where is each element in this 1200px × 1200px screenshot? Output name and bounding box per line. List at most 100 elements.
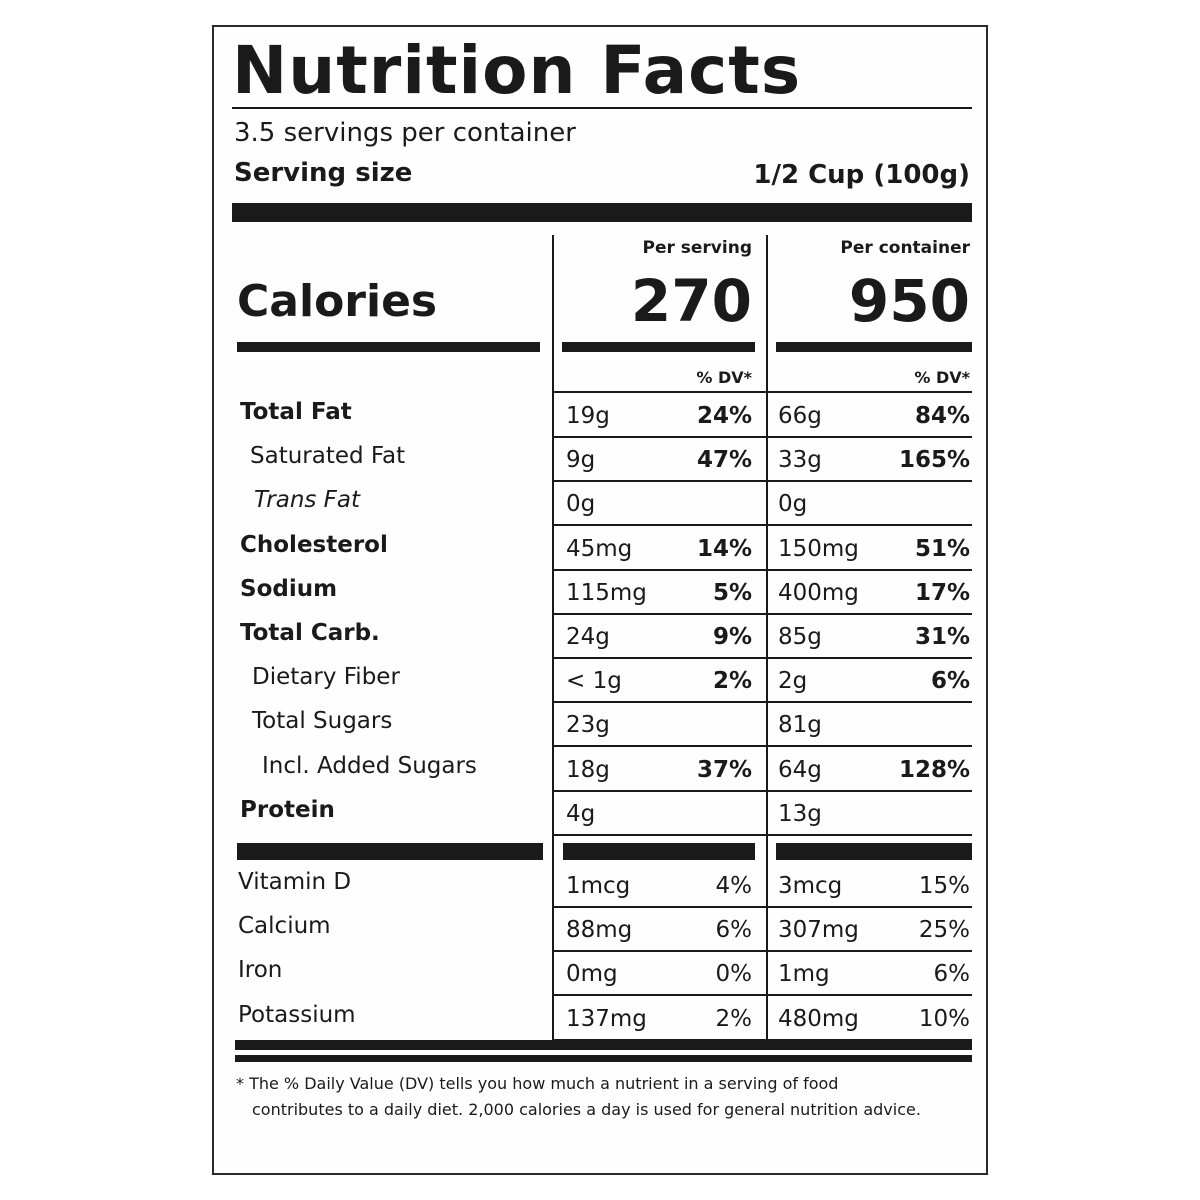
footnote: * The % Daily Value (DV) tells you how m… xyxy=(236,1074,839,1093)
amount: 0g xyxy=(778,491,808,518)
nutrient-name: Iron xyxy=(238,957,283,984)
column-header: Per container xyxy=(840,238,970,258)
amount: 0g xyxy=(566,491,596,518)
daily-value: 31% xyxy=(914,624,970,650)
column-divider xyxy=(766,235,768,1040)
column-header: Per serving xyxy=(642,238,752,258)
daily-value: 51% xyxy=(914,535,970,562)
nutrient-name: Total Sugars xyxy=(252,708,393,735)
nutrient-name: Cholesterol xyxy=(240,531,388,558)
amount: 66g xyxy=(778,403,822,429)
calories-value: 270 xyxy=(630,267,752,335)
daily-value: 24% xyxy=(696,403,752,429)
rule xyxy=(553,833,972,836)
nutrient-name: Saturated Fat xyxy=(250,443,406,470)
daily-value: 25% xyxy=(918,917,970,944)
rule xyxy=(553,480,972,483)
rule xyxy=(553,1038,972,1041)
rule xyxy=(553,391,972,393)
rule xyxy=(553,789,972,792)
thick-bar xyxy=(563,843,755,860)
daily-value: 6% xyxy=(715,917,753,944)
amount: 9g xyxy=(566,447,596,474)
daily-value: 2% xyxy=(712,668,752,695)
amount: 88mg xyxy=(566,917,633,944)
amount: 24g xyxy=(566,624,610,650)
amount: 307mg xyxy=(778,917,859,944)
thick-bar xyxy=(237,342,540,352)
dv-header: % DV* xyxy=(696,368,752,387)
daily-value: 9% xyxy=(712,624,752,650)
daily-value: 6% xyxy=(930,668,970,695)
nutrient-name: Total Fat xyxy=(240,399,352,425)
nutrient-name: Calcium xyxy=(238,913,331,940)
rule xyxy=(553,524,972,527)
thick-bar xyxy=(562,342,755,352)
thick-bar xyxy=(235,1040,972,1050)
daily-value: 4% xyxy=(715,873,753,899)
amount: 480mg xyxy=(778,1005,859,1032)
daily-value: 84% xyxy=(914,403,970,429)
title: Nutrition Facts xyxy=(232,32,802,109)
rule xyxy=(553,994,972,997)
daily-value: 15% xyxy=(918,873,970,899)
amount: 0mg xyxy=(566,961,618,988)
amount: 3mcg xyxy=(778,873,843,899)
amount: 115mg xyxy=(566,579,647,606)
amount: 19g xyxy=(566,403,610,429)
serving-size-value: 1/2 Cup (100g) xyxy=(753,160,970,190)
nutrient-name: Trans Fat xyxy=(254,487,361,514)
column-divider xyxy=(552,235,554,1040)
rule xyxy=(553,906,972,908)
thick-bar xyxy=(776,843,972,860)
nutrient-name: Protein xyxy=(240,796,335,823)
footnote: contributes to a daily diet. 2,000 calor… xyxy=(252,1100,921,1119)
amount: 1mg xyxy=(778,961,830,988)
daily-value: 5% xyxy=(712,579,752,606)
daily-value: 14% xyxy=(696,535,752,562)
amount: 45mg xyxy=(566,535,633,562)
rule xyxy=(553,950,972,953)
dv-header: % DV* xyxy=(914,368,970,387)
amount: 1mcg xyxy=(566,873,631,899)
nutrient-name: Vitamin D xyxy=(238,869,352,895)
amount: 85g xyxy=(778,624,822,650)
thick-bar xyxy=(232,203,972,222)
amount: 33g xyxy=(778,447,822,474)
amount: 4g xyxy=(566,800,596,827)
nutrient-name: Potassium xyxy=(238,1001,356,1028)
amount: 81g xyxy=(778,712,822,739)
nutrient-name: Total Carb. xyxy=(240,620,380,646)
rule xyxy=(553,612,972,615)
amount: 137mg xyxy=(566,1005,647,1032)
nutrient-name: Sodium xyxy=(240,575,338,602)
daily-value: 47% xyxy=(696,447,752,474)
thick-bar xyxy=(237,843,543,860)
rule xyxy=(232,107,972,109)
amount: < 1g xyxy=(566,668,622,695)
thick-bar xyxy=(235,1055,972,1062)
servings: 3.5 servings per container xyxy=(234,118,576,148)
rule xyxy=(553,657,972,659)
daily-value: 128% xyxy=(898,756,970,783)
nutrient-name: Dietary Fiber xyxy=(252,664,400,691)
amount: 2g xyxy=(778,668,808,695)
daily-value: 165% xyxy=(898,447,970,474)
rule xyxy=(553,745,972,748)
daily-value: 2% xyxy=(715,1005,753,1032)
nutrient-name: Incl. Added Sugars xyxy=(262,752,477,779)
amount: 18g xyxy=(566,756,610,783)
daily-value: 37% xyxy=(696,756,752,783)
rule xyxy=(553,568,972,571)
amount: 400mg xyxy=(778,579,859,606)
amount: 150mg xyxy=(778,535,859,562)
amount: 23g xyxy=(566,712,610,739)
rule xyxy=(553,701,972,704)
daily-value: 17% xyxy=(914,579,970,606)
calories-label: Calories xyxy=(237,276,438,327)
daily-value: 0% xyxy=(715,961,753,988)
rule xyxy=(553,436,972,438)
daily-value: 10% xyxy=(918,1005,970,1032)
daily-value: 6% xyxy=(933,961,971,988)
